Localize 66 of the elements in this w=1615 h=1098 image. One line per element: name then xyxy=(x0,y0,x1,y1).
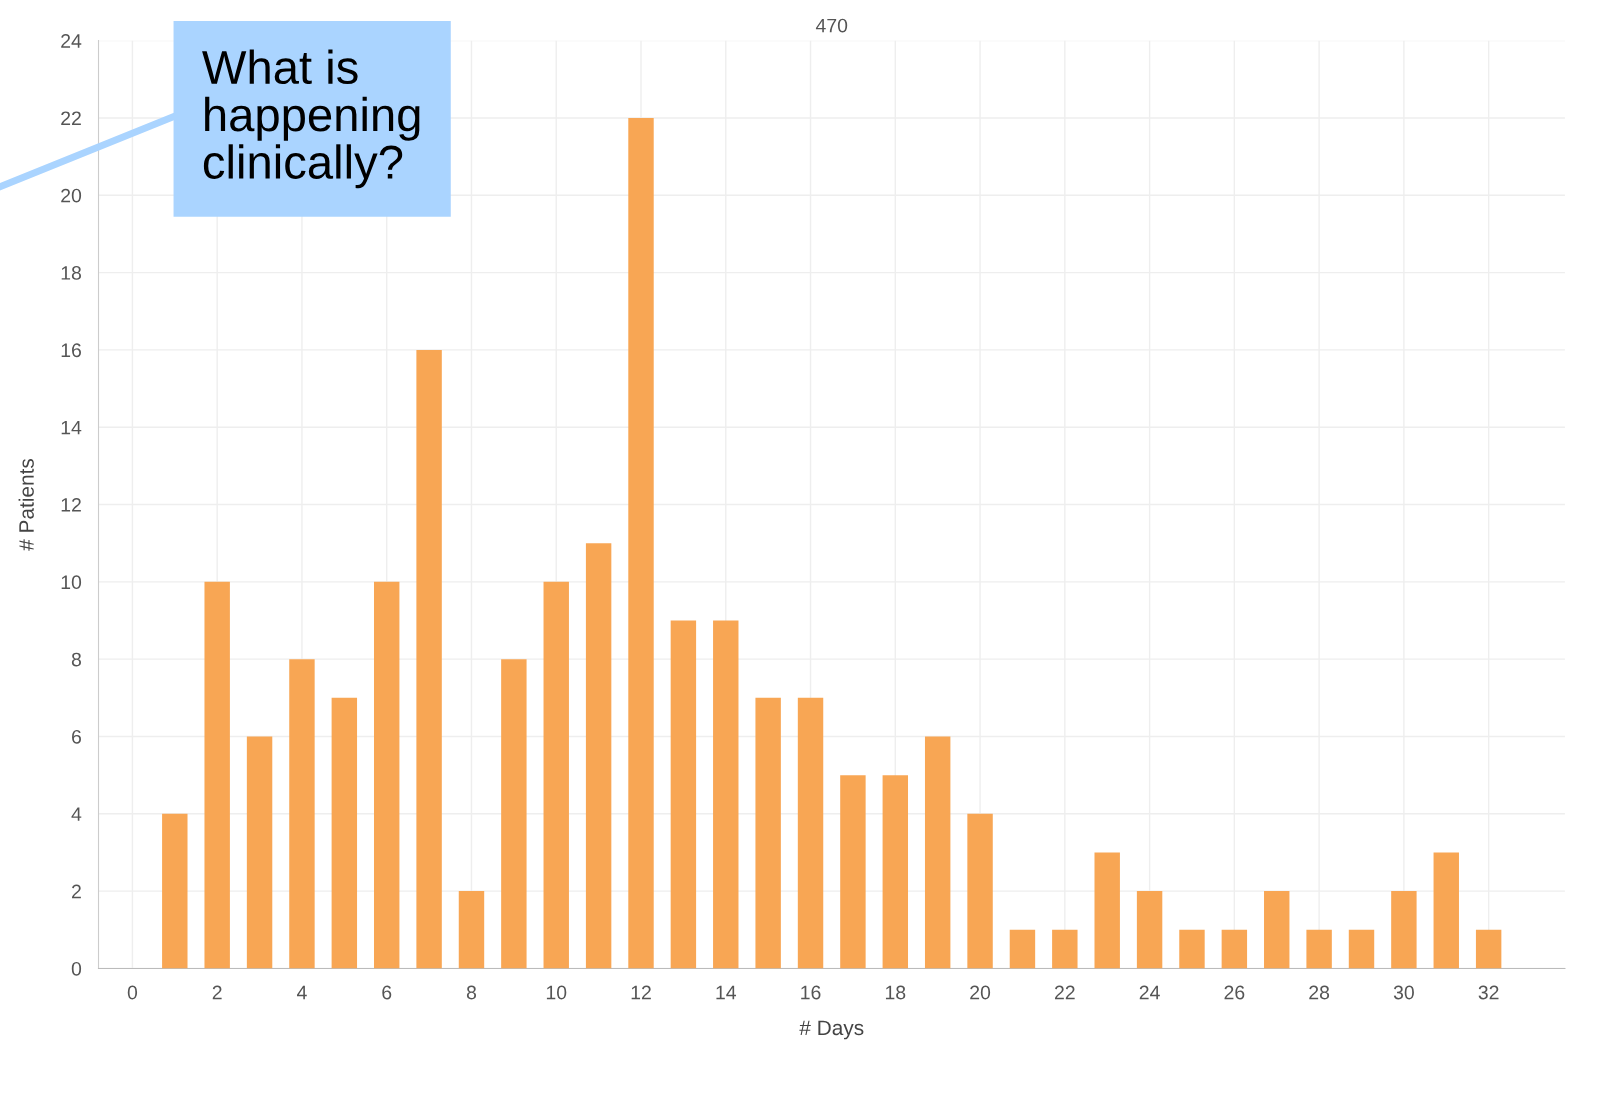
bar xyxy=(416,349,442,969)
bar xyxy=(1433,852,1459,969)
bar xyxy=(1475,929,1502,969)
bar xyxy=(840,775,866,969)
x-tick-label: 4 xyxy=(296,985,307,1000)
bar xyxy=(289,659,315,969)
y-tick-label: 22 xyxy=(61,111,81,125)
bar xyxy=(967,813,993,969)
bar xyxy=(585,543,612,969)
y-tick-label: 16 xyxy=(61,343,81,358)
bar xyxy=(246,736,273,969)
bar xyxy=(1348,929,1375,969)
bar xyxy=(204,581,230,969)
bar xyxy=(1009,929,1036,969)
bar xyxy=(1052,929,1078,969)
bar xyxy=(1179,929,1205,969)
bar xyxy=(501,659,527,969)
bar xyxy=(458,891,485,969)
x-tick-label: 2 xyxy=(212,985,222,1000)
y-tick-label: 8 xyxy=(71,652,81,667)
x-tick-label: 18 xyxy=(885,985,906,1000)
x-tick-label: 32 xyxy=(1478,985,1499,1000)
y-axis-title: # Patients xyxy=(18,458,34,551)
y-tick-label: 0 xyxy=(71,961,82,976)
x-tick-label: 26 xyxy=(1224,985,1245,1000)
bar xyxy=(1221,929,1248,969)
x-tick-label: 14 xyxy=(716,985,737,1000)
bar xyxy=(1094,852,1120,969)
bar xyxy=(670,620,697,969)
bar xyxy=(1136,891,1163,969)
x-tick-label: 24 xyxy=(1139,985,1160,1000)
bar xyxy=(331,697,358,969)
bar xyxy=(374,581,400,969)
y-tick-label: 14 xyxy=(61,420,82,435)
x-axis-title: # Days xyxy=(799,1020,864,1040)
bar xyxy=(924,736,951,969)
bar xyxy=(162,813,188,969)
annotation: What is happening clinically? xyxy=(202,49,420,189)
y-tick-label: 6 xyxy=(72,729,81,744)
y-tick-label: 20 xyxy=(61,188,82,203)
y-tick-label: 2 xyxy=(72,884,81,899)
y-tick-label: 10 xyxy=(61,575,82,590)
bar xyxy=(543,581,569,969)
y-tick-label: 24 xyxy=(61,34,82,48)
x-tick-label: 0 xyxy=(127,985,138,1000)
x-tick-label: 8 xyxy=(466,985,477,1000)
y-tick-label: 4 xyxy=(71,807,82,821)
y-tick-label: 12 xyxy=(61,498,81,512)
x-tick-label: 12 xyxy=(631,985,651,1000)
bar xyxy=(1306,929,1332,969)
bar xyxy=(1391,891,1417,969)
bar xyxy=(1264,891,1290,969)
bar xyxy=(628,117,654,969)
x-tick-label: 20 xyxy=(970,985,991,1000)
bar xyxy=(713,620,739,969)
x-tick-label: 22 xyxy=(1054,985,1075,1000)
x-tick-label: 28 xyxy=(1309,985,1330,1000)
bar xyxy=(797,697,824,969)
x-tick-label: 10 xyxy=(546,985,567,1000)
y-tick-label: 18 xyxy=(61,266,81,280)
x-tick-label: 6 xyxy=(382,985,392,1000)
bar xyxy=(882,775,909,969)
bar xyxy=(755,697,781,969)
x-tick-label: 16 xyxy=(801,985,821,1000)
x-tick-label: 30 xyxy=(1393,985,1414,1000)
chart-title: 470 xyxy=(815,18,848,33)
